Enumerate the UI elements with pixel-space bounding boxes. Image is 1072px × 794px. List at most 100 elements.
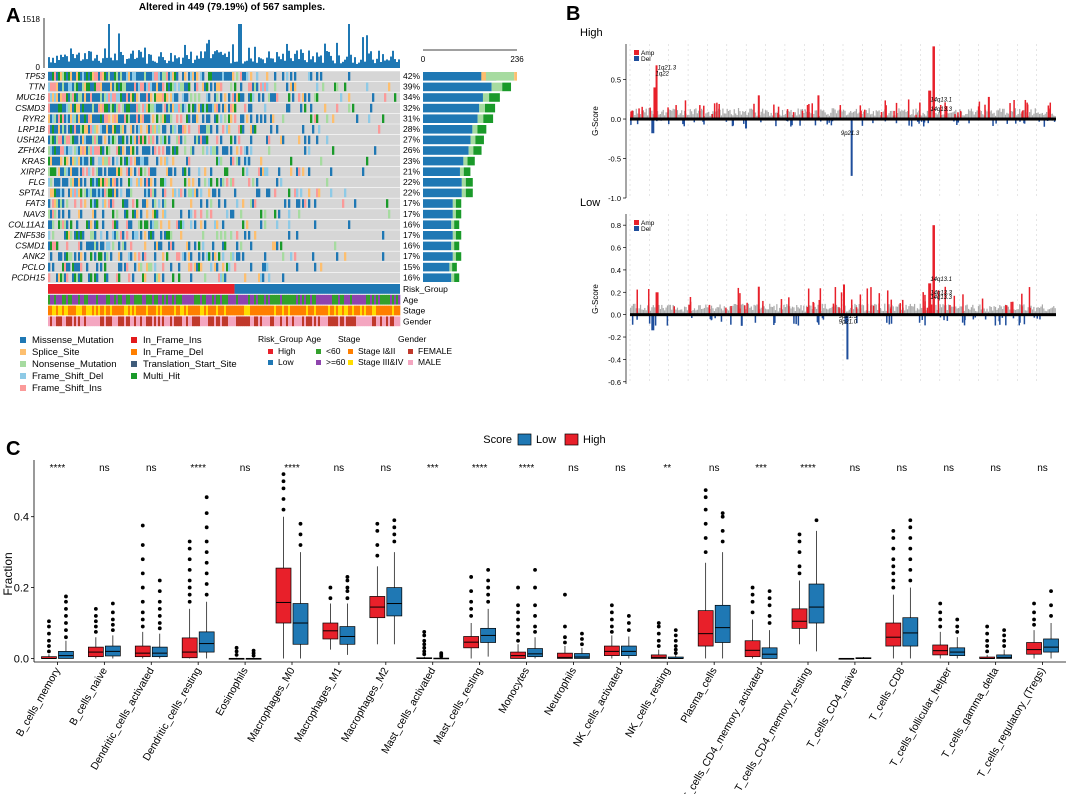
background-gscore [1014, 108, 1017, 120]
mutation-cell [142, 103, 145, 113]
mutation-cell [62, 146, 65, 155]
background-gscore [810, 113, 812, 120]
mutation-cell [148, 146, 151, 155]
background-gscore [966, 304, 968, 315]
stage-cell [120, 305, 123, 316]
background-gscore [854, 111, 856, 120]
stage-cell [156, 305, 159, 316]
background-gscore [965, 305, 967, 315]
mutation-cell [92, 93, 95, 102]
gene-bar-nonsense [451, 241, 455, 251]
mutation-cell [302, 93, 305, 102]
amp-bar [647, 289, 650, 315]
mutation-cell [128, 167, 131, 176]
age-cell [190, 294, 193, 305]
stage-cell [112, 305, 115, 316]
mutation-cell [242, 252, 245, 261]
mutation-cell [80, 231, 83, 240]
mutation-cell [220, 114, 223, 123]
mutation-cell [154, 103, 157, 113]
outlier-point [938, 601, 943, 606]
mutation-cell [130, 241, 133, 251]
legend-group-swatch [316, 360, 321, 365]
mutation-cell [124, 93, 127, 102]
outlier-point [580, 637, 584, 641]
background-gscore [710, 113, 713, 120]
age-cell [216, 294, 219, 305]
background-gscore [955, 109, 957, 120]
legend-group-title: Stage [338, 334, 360, 344]
mutation-cell [256, 178, 259, 187]
outlier-point [140, 523, 145, 528]
mutation-cell [134, 93, 137, 102]
mutation-cell [140, 125, 143, 134]
stage-cell [236, 305, 239, 316]
del-bar [743, 119, 745, 124]
outlier-point [93, 629, 98, 634]
tmb-bar [350, 54, 352, 68]
outlier-point [750, 585, 755, 590]
mutation-cell [160, 220, 163, 229]
stage-cell [100, 305, 103, 316]
background-gscore [833, 108, 835, 120]
mutation-cell [144, 231, 147, 240]
gender-cell [196, 316, 199, 327]
mutation-cell [316, 188, 319, 198]
mutation-cell [206, 252, 209, 261]
background-gscore [740, 114, 742, 120]
age-cell [48, 294, 51, 305]
background-gscore [1013, 309, 1015, 315]
mutation-cell [140, 262, 143, 272]
mutation-cell [82, 82, 85, 92]
tmb-bar [54, 62, 56, 68]
mutation-cell [168, 167, 171, 176]
background-gscore [746, 115, 748, 120]
mutation-cell [136, 231, 139, 240]
background-gscore [844, 110, 846, 120]
mutation-cell [162, 252, 165, 261]
mutation-cell [114, 93, 117, 102]
mutation-cell [300, 103, 303, 113]
outlier-point [656, 624, 661, 629]
amp-bar [730, 305, 732, 315]
amp-bar [630, 111, 632, 120]
mutation-cell [184, 178, 187, 187]
age-cell [382, 294, 385, 305]
gender-cell [270, 316, 273, 327]
mutation-cell [156, 135, 159, 145]
background-gscore [729, 109, 731, 120]
mutation-cell [60, 103, 63, 113]
mutation-cell [254, 125, 257, 134]
stage-cell [94, 305, 97, 316]
mutation-cell [84, 252, 87, 261]
background-gscore [764, 308, 767, 315]
gender-cell [160, 316, 163, 327]
mutation-cell [136, 72, 139, 81]
mutation-cell [240, 241, 243, 251]
mutation-cell [222, 103, 225, 113]
outlier-point [157, 626, 162, 631]
box [621, 645, 637, 656]
background-gscore [1020, 113, 1022, 120]
mutation-cell [260, 273, 263, 282]
mutation-cell [60, 146, 63, 155]
background-gscore [705, 113, 707, 120]
stage-cell [108, 305, 111, 316]
gender-cell [104, 316, 107, 327]
gender-cell [140, 316, 143, 327]
mutation-cell [184, 72, 187, 81]
mutation-cell [144, 103, 147, 113]
mutation-cell [180, 188, 183, 198]
mutation-cell [52, 188, 55, 198]
background-gscore [865, 310, 867, 315]
mutation-cell [108, 135, 111, 145]
mutation-cell [324, 103, 327, 113]
mutation-cell [116, 188, 119, 198]
stage-cell [380, 305, 383, 316]
background-gscore [862, 111, 865, 120]
mutation-cell [170, 114, 173, 123]
mutation-cell [230, 209, 233, 219]
background-gscore [918, 309, 920, 315]
mutation-cell [142, 82, 145, 92]
mutation-cell [148, 178, 151, 187]
